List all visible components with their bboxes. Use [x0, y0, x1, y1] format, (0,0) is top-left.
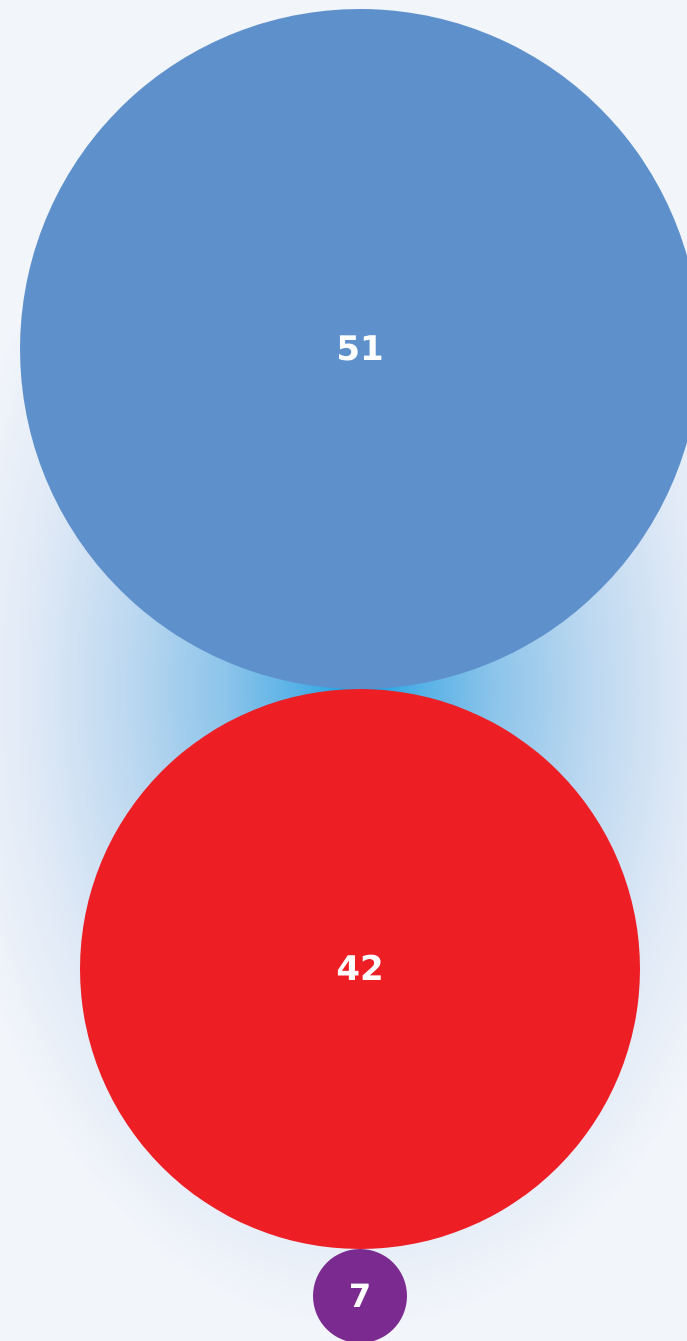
bubble-7 [313, 1249, 407, 1341]
bubble-42 [80, 689, 640, 1249]
bubble-label-51: 51 [336, 329, 383, 369]
bubble-51 [20, 9, 687, 689]
bubble-label-7: 7 [349, 1277, 371, 1315]
bubble-label-42: 42 [336, 949, 383, 989]
